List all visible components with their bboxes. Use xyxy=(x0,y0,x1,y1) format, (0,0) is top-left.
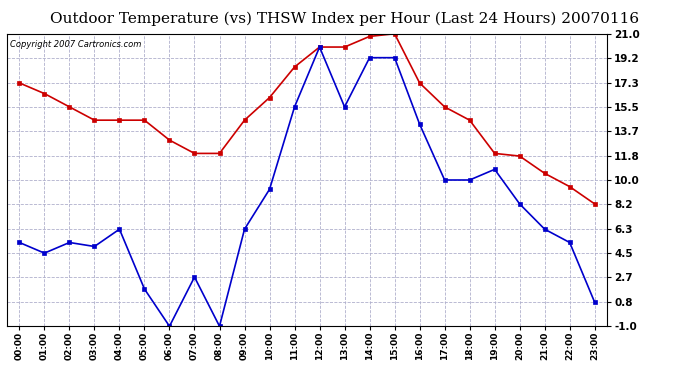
Text: Copyright 2007 Cartronics.com: Copyright 2007 Cartronics.com xyxy=(10,40,141,49)
Text: Outdoor Temperature (vs) THSW Index per Hour (Last 24 Hours) 20070116: Outdoor Temperature (vs) THSW Index per … xyxy=(50,11,640,26)
